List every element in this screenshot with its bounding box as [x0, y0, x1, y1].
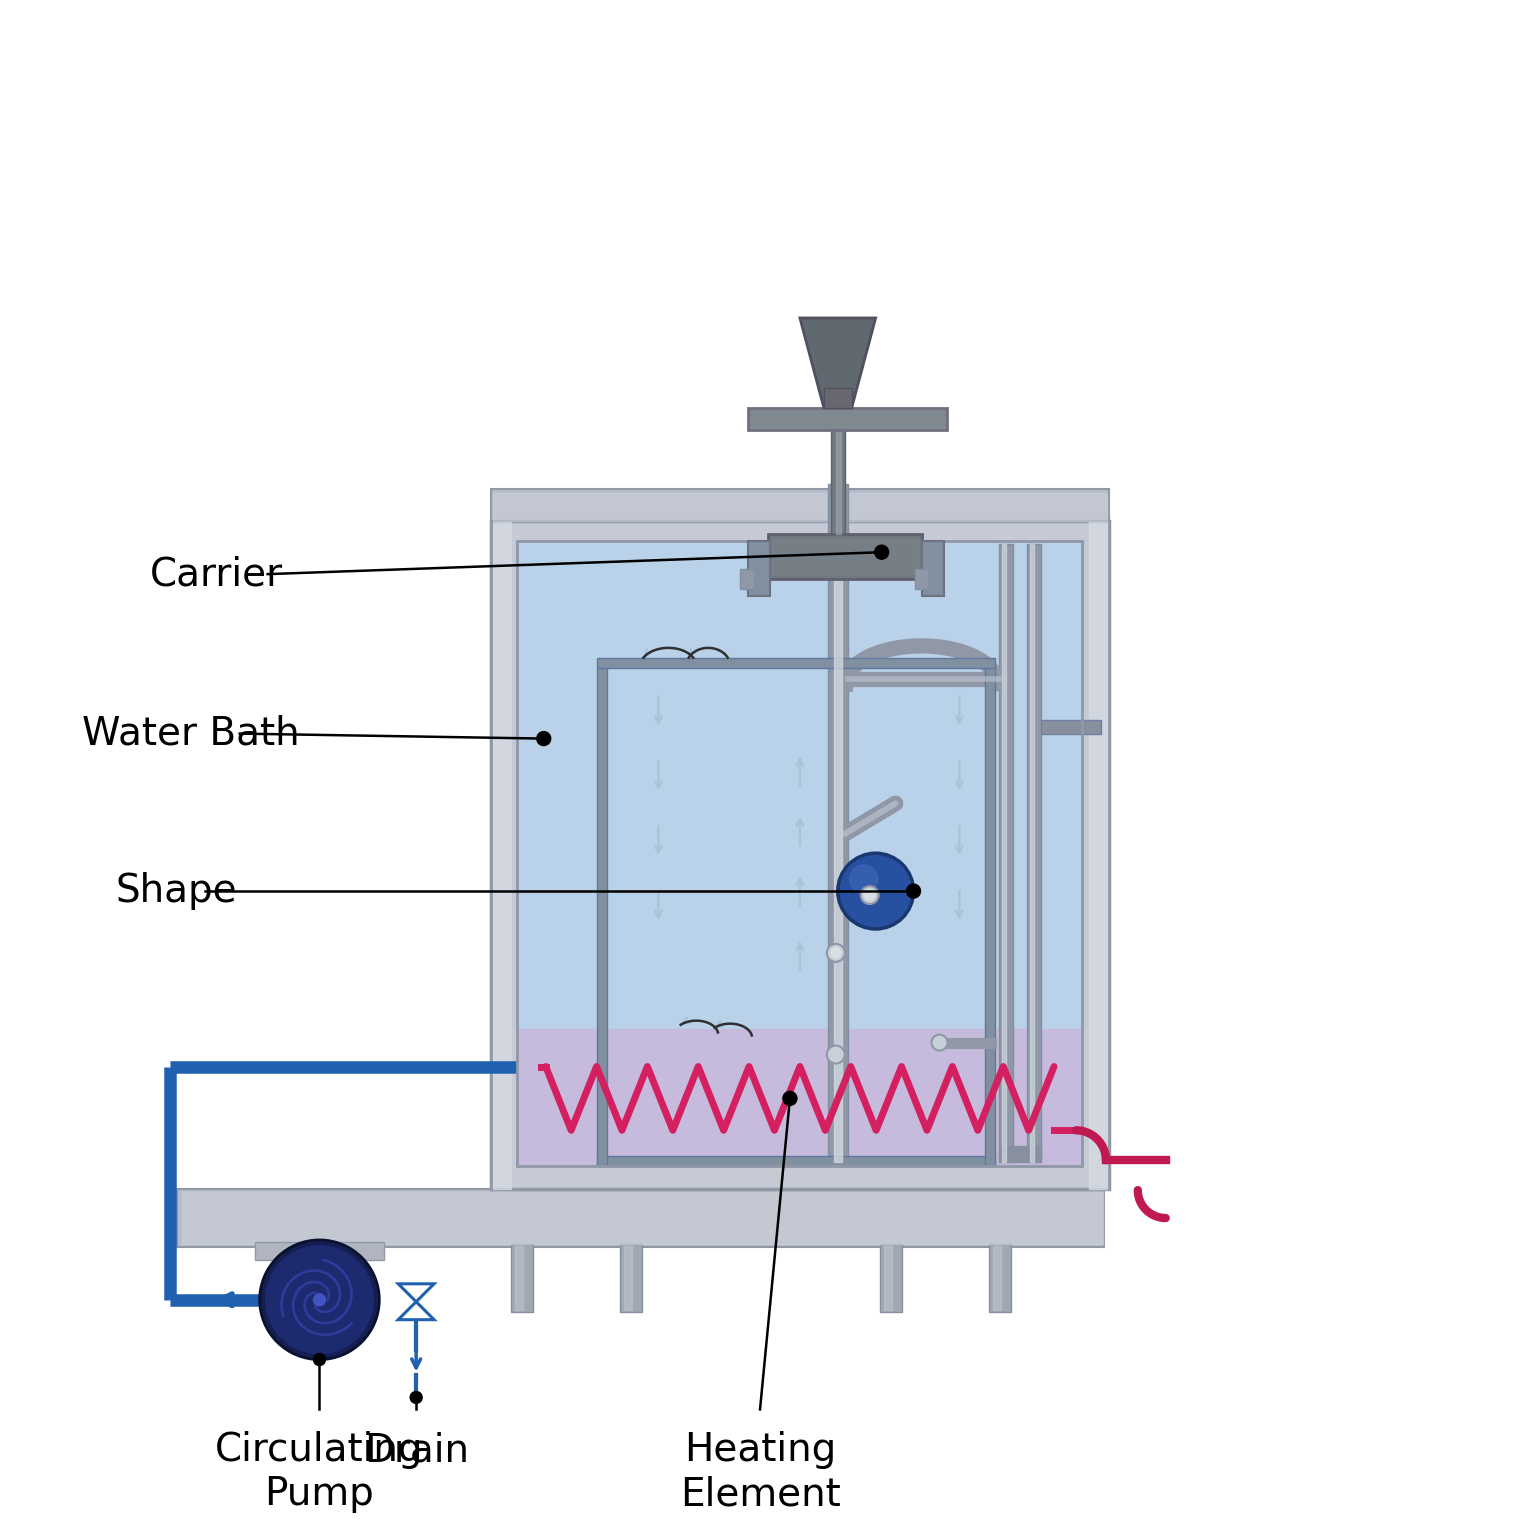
Circle shape — [826, 1046, 845, 1063]
Bar — [748, 541, 770, 596]
Circle shape — [410, 1392, 422, 1404]
Circle shape — [831, 948, 840, 958]
Bar — [914, 570, 928, 590]
Circle shape — [313, 1293, 326, 1306]
Bar — [493, 521, 511, 1189]
Bar — [1028, 544, 1041, 1163]
Circle shape — [874, 545, 889, 559]
Bar — [1000, 544, 1014, 1163]
Bar — [181, 1192, 1103, 1244]
Bar — [989, 1244, 1011, 1312]
Polygon shape — [800, 318, 876, 407]
Bar — [1031, 544, 1034, 1163]
Circle shape — [313, 1353, 326, 1366]
Polygon shape — [398, 1301, 435, 1319]
Circle shape — [931, 1035, 948, 1051]
Bar — [883, 1246, 891, 1310]
Bar — [515, 1246, 522, 1310]
Circle shape — [906, 885, 920, 899]
Bar — [596, 1157, 995, 1166]
Circle shape — [826, 945, 845, 962]
Bar — [596, 668, 607, 1166]
Text: Heating
Element: Heating Element — [679, 1432, 840, 1513]
Bar — [516, 541, 1081, 1166]
Bar — [516, 541, 1081, 1166]
Bar — [1041, 720, 1101, 734]
Bar — [748, 407, 948, 430]
Bar — [994, 1246, 1001, 1310]
Bar — [1089, 521, 1107, 1189]
Bar — [516, 541, 1081, 1043]
Bar — [880, 1244, 902, 1312]
Text: Drain: Drain — [364, 1432, 468, 1470]
Bar — [493, 493, 1107, 521]
Bar — [516, 1029, 1081, 1166]
Bar — [740, 570, 754, 590]
Circle shape — [849, 865, 877, 892]
Text: Circulating
Pump: Circulating Pump — [215, 1432, 424, 1513]
Bar — [255, 1243, 384, 1260]
Bar — [831, 430, 845, 535]
Bar — [596, 657, 995, 668]
Bar — [511, 1244, 533, 1312]
Bar — [836, 430, 840, 535]
Bar — [773, 539, 919, 574]
Text: Water Bath: Water Bath — [83, 714, 300, 753]
Circle shape — [837, 852, 914, 929]
Bar — [834, 484, 842, 1163]
Circle shape — [860, 886, 879, 905]
Circle shape — [783, 1092, 797, 1106]
Bar — [625, 1246, 633, 1310]
Bar — [492, 490, 1109, 521]
Circle shape — [865, 889, 874, 900]
Text: Shape: Shape — [115, 872, 237, 911]
Bar — [492, 521, 1109, 1189]
Bar — [768, 535, 923, 579]
Circle shape — [536, 731, 551, 745]
Bar — [1001, 544, 1006, 1163]
Bar — [177, 1189, 1104, 1247]
Bar — [923, 541, 945, 596]
Bar — [1000, 1146, 1041, 1163]
Circle shape — [260, 1240, 379, 1359]
Bar — [985, 668, 995, 1166]
Bar — [828, 484, 848, 1163]
Text: Carrier: Carrier — [151, 554, 283, 593]
Bar — [621, 1244, 642, 1312]
Polygon shape — [398, 1284, 435, 1301]
Circle shape — [266, 1246, 373, 1353]
Bar — [823, 387, 852, 407]
